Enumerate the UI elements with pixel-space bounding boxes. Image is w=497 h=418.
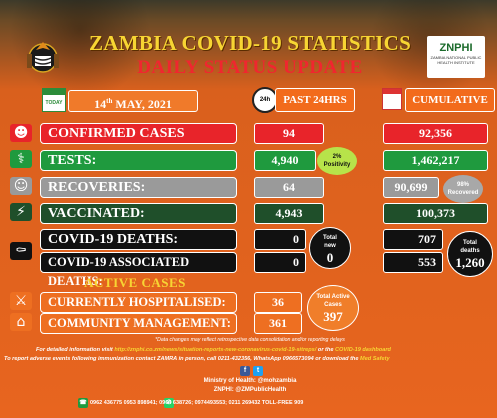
page-subtitle: DAILY STATUS UPDATE <box>137 57 363 78</box>
vaccinated-past: 4,943 <box>254 203 324 224</box>
total-new-label-2: new <box>324 243 336 249</box>
recoveries-past: 64 <box>254 177 324 198</box>
confirmed-cases-past: 94 <box>254 123 324 144</box>
logo-name: ZNPHI <box>439 42 473 54</box>
med-safety-link[interactable]: Med Safety <box>360 356 390 362</box>
active-cases-title: ACTIVE CASES <box>84 275 186 290</box>
syringe-icon: ⚡ <box>10 203 32 221</box>
date-month-year: MAY, 2021 <box>112 97 172 111</box>
tests-past: 4,940 <box>254 150 316 171</box>
total-new-label-1: Total <box>323 235 337 241</box>
info-text-a: For detailed information visit <box>36 347 115 353</box>
total-active-badge: Total Active Cases 397 <box>307 285 359 331</box>
twitter-icon[interactable]: t <box>253 366 263 376</box>
associated-deaths-cumulative: 553 <box>383 252 443 273</box>
dashboard-link[interactable]: COVID-19 dashboard <box>335 347 391 353</box>
adverse-events-text: To report adverse events following immun… <box>4 356 361 362</box>
date-suffix: th <box>106 97 113 105</box>
logo-subtitle: ZAMBIA NATIONAL PUBLIC HEALTH INSTITUTE <box>430 55 482 65</box>
cumulative-header: CUMULATIVE <box>405 88 495 112</box>
info-text-b: or the <box>316 347 336 353</box>
recoveries-label: RECOVERIES: <box>40 177 237 198</box>
test-kit-icon: ⚕ <box>10 150 32 168</box>
znphi-logo: ZNPHI ZAMBIA NATIONAL PUBLIC HEALTH INST… <box>427 36 485 78</box>
whatsapp-icon: ✆ <box>164 398 174 408</box>
date-display: 14th MAY, 2021 <box>68 90 198 112</box>
confirmed-cases-cumulative: 92,356 <box>383 123 488 144</box>
vaccinated-label: VACCINATED: <box>40 203 237 224</box>
total-deaths-label-1: Total <box>463 240 477 246</box>
positivity-value: 2% <box>332 154 342 160</box>
hospitalised-label: CURRENTLY HOSPITALISED: <box>40 292 237 313</box>
vaccinated-cumulative: 100,373 <box>383 203 488 224</box>
ministry-handle: Ministry of Health: @mohzambia <box>203 378 297 384</box>
positivity-label: Positivity <box>323 162 351 168</box>
total-deaths-label-2: deaths <box>460 248 480 254</box>
calendar-label: TODAY <box>45 100 63 106</box>
confirmed-cases-label: CONFIRMED CASES <box>40 123 237 144</box>
hospital-bed-icon: ⚔ <box>10 292 32 310</box>
coffin-icon: ⚰ <box>10 242 32 260</box>
clock-label: 24h <box>259 97 271 103</box>
total-deaths-badge: Total deaths 1,260 <box>447 231 493 277</box>
info-line: For detailed information visit http://zn… <box>36 347 496 353</box>
home-icon: ⌂ <box>10 313 32 331</box>
recovered-person-icon: ☺ <box>10 177 32 195</box>
past-24hrs-header: PAST 24HRS <box>275 88 355 112</box>
contact-numbers: 0962 436775 0953 898941; 0964 638726; 09… <box>90 400 304 406</box>
community-management-value: 361 <box>254 313 302 334</box>
adverse-events-line: To report adverse events following immun… <box>4 356 497 362</box>
data-note: *Data changes may reflect retrospective … <box>155 337 345 343</box>
group-icon: ☻ <box>10 124 32 142</box>
recovered-value: 98% <box>456 182 469 188</box>
total-active-label-1: Total Active <box>316 294 350 300</box>
page-title: ZAMBIA COVID-19 STATISTICS <box>88 31 412 55</box>
covid-deaths-label: COVID-19 DEATHS: <box>40 229 237 250</box>
coat-of-arms-icon <box>22 36 64 78</box>
facebook-icon[interactable]: f <box>240 366 250 376</box>
recovered-badge: 98% Recovered <box>443 175 483 203</box>
tests-label: TESTS: <box>40 150 237 171</box>
recoveries-cumulative: 90,699 <box>383 177 439 198</box>
associated-deaths-past: 0 <box>254 252 306 273</box>
total-active-label-2: Cases <box>324 302 342 308</box>
total-deaths-value: 1,260 <box>455 255 485 270</box>
covid-deaths-past: 0 <box>254 229 306 250</box>
cumulative-calendar-icon <box>382 88 402 110</box>
tests-cumulative: 1,462,217 <box>383 150 488 171</box>
hospitalised-value: 36 <box>254 292 302 313</box>
community-management-label: COMMUNITY MANAGEMENT: <box>40 313 237 334</box>
sitreps-link[interactable]: http://znphi.co.zm/news/situation-report… <box>114 347 317 353</box>
total-new-value: 0 <box>326 250 334 265</box>
covid-deaths-cumulative: 707 <box>383 229 443 250</box>
positivity-badge: 2% Positivity <box>317 147 357 175</box>
date-day: 14 <box>94 97 107 111</box>
total-new-deaths-badge: Total new 0 <box>309 227 351 269</box>
znphi-handle: ZNPHI: @ZMPublicHealth <box>213 387 287 393</box>
phone-icon: ☎ <box>78 398 88 408</box>
total-active-value: 397 <box>323 309 343 324</box>
associated-deaths-label: COVID-19 ASSOCIATED DEATHS: <box>40 252 237 288</box>
calendar-icon: TODAY <box>42 88 66 112</box>
recovered-label: Recovered <box>447 190 479 196</box>
